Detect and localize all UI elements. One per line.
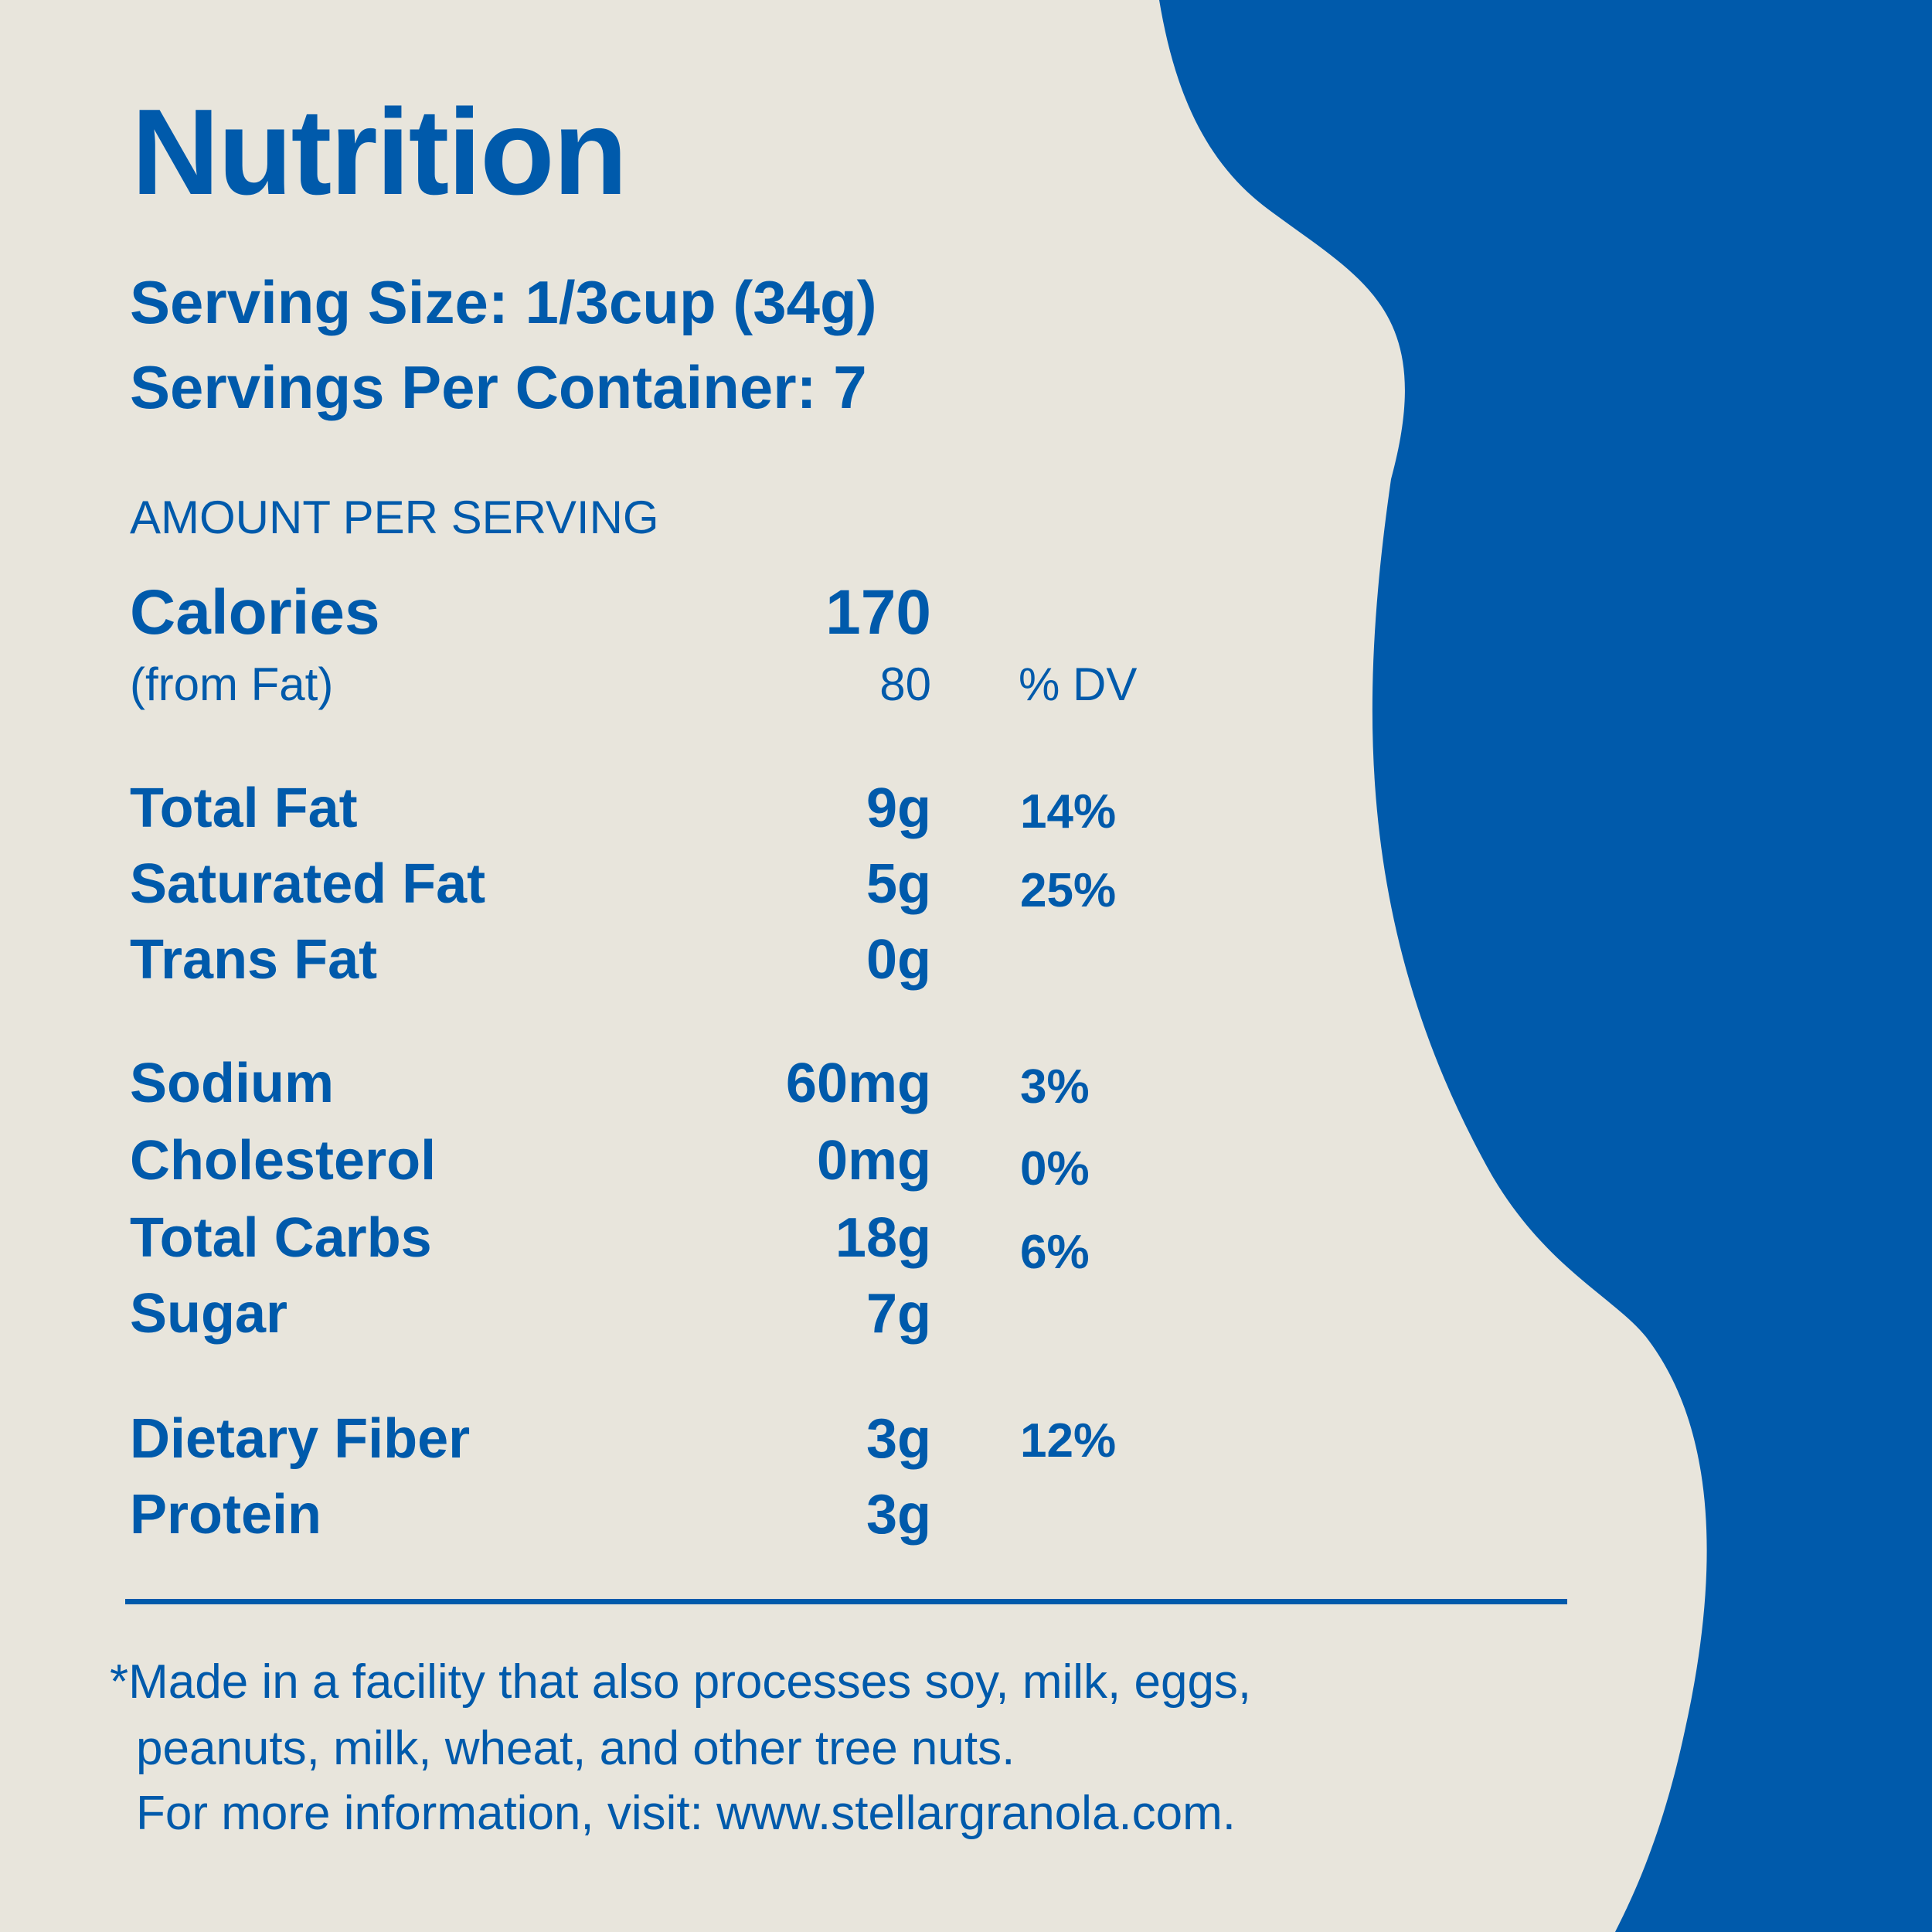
calories-value: 170 (825, 577, 931, 648)
nutrient-value-sugar: 7g (866, 1283, 931, 1345)
nutrient-label-cholesterol: Cholesterol (130, 1130, 437, 1192)
nutrient-value-protein: 3g (866, 1484, 931, 1546)
page-title: Nutrition (131, 84, 628, 220)
nutrient-dv-total-fat: 14% (1020, 785, 1117, 838)
nutrient-label-total-carbs: Total Carbs (130, 1207, 432, 1269)
nutrient-label-trans-fat: Trans Fat (130, 929, 378, 991)
nutrient-dv-dietary-fiber: 12% (1020, 1414, 1117, 1468)
serving-size: Serving Size: 1/3cup (34g) (130, 268, 877, 336)
nutrient-value-dietary-fiber: 3g (866, 1408, 931, 1470)
nutrient-label-sugar: Sugar (130, 1283, 288, 1345)
nutrient-value-total-carbs: 18g (835, 1207, 931, 1269)
footnote-line-1: *Made in a facility that also processes … (110, 1655, 1252, 1709)
dv-header: % DV (1019, 658, 1138, 710)
from-fat-label: (from Fat) (130, 658, 334, 710)
nutrient-value-total-fat: 9g (866, 777, 931, 839)
nutrient-value-sodium: 60mg (785, 1053, 931, 1114)
nutrient-label-total-fat: Total Fat (130, 777, 358, 839)
divider-line (125, 1599, 1567, 1604)
from-fat-value: 80 (879, 658, 931, 710)
nutrient-label-dietary-fiber: Dietary Fiber (130, 1408, 471, 1470)
nutrient-dv-cholesterol: 0% (1020, 1142, 1090, 1196)
amount-per-serving-heading: AMOUNT PER SERVING (130, 492, 659, 543)
nutrient-value-saturated-fat: 5g (866, 853, 931, 915)
footnote-line-2: peanuts, milk, wheat, and other tree nut… (136, 1722, 1015, 1775)
servings-per-container: Servings Per Container: 7 (130, 353, 867, 421)
nutrient-label-protein: Protein (130, 1484, 322, 1546)
calories-label: Calories (130, 577, 380, 648)
nutrient-value-trans-fat: 0g (866, 929, 931, 991)
nutrient-label-sodium: Sodium (130, 1053, 334, 1114)
nutrient-dv-total-carbs: 6% (1020, 1226, 1090, 1279)
nutrient-value-cholesterol: 0mg (816, 1130, 931, 1192)
footnote-line-3: For more information, visit: www.stellar… (136, 1787, 1236, 1840)
nutrient-label-saturated-fat: Saturated Fat (130, 853, 486, 915)
nutrient-dv-saturated-fat: 25% (1020, 864, 1117, 917)
nutrient-dv-sodium: 3% (1020, 1060, 1090, 1114)
